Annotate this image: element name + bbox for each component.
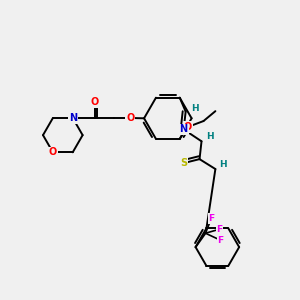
Text: H: H	[191, 104, 198, 113]
Text: N: N	[69, 113, 77, 123]
Text: O: O	[49, 147, 57, 157]
Text: N: N	[180, 124, 188, 134]
Text: H: H	[206, 132, 213, 141]
Text: O: O	[90, 97, 99, 107]
Text: S: S	[180, 158, 187, 168]
Text: F: F	[208, 214, 214, 223]
Text: H: H	[220, 160, 227, 169]
Text: O: O	[126, 113, 134, 123]
Text: F: F	[216, 225, 222, 234]
Text: O: O	[184, 122, 192, 132]
Text: F: F	[217, 236, 224, 245]
